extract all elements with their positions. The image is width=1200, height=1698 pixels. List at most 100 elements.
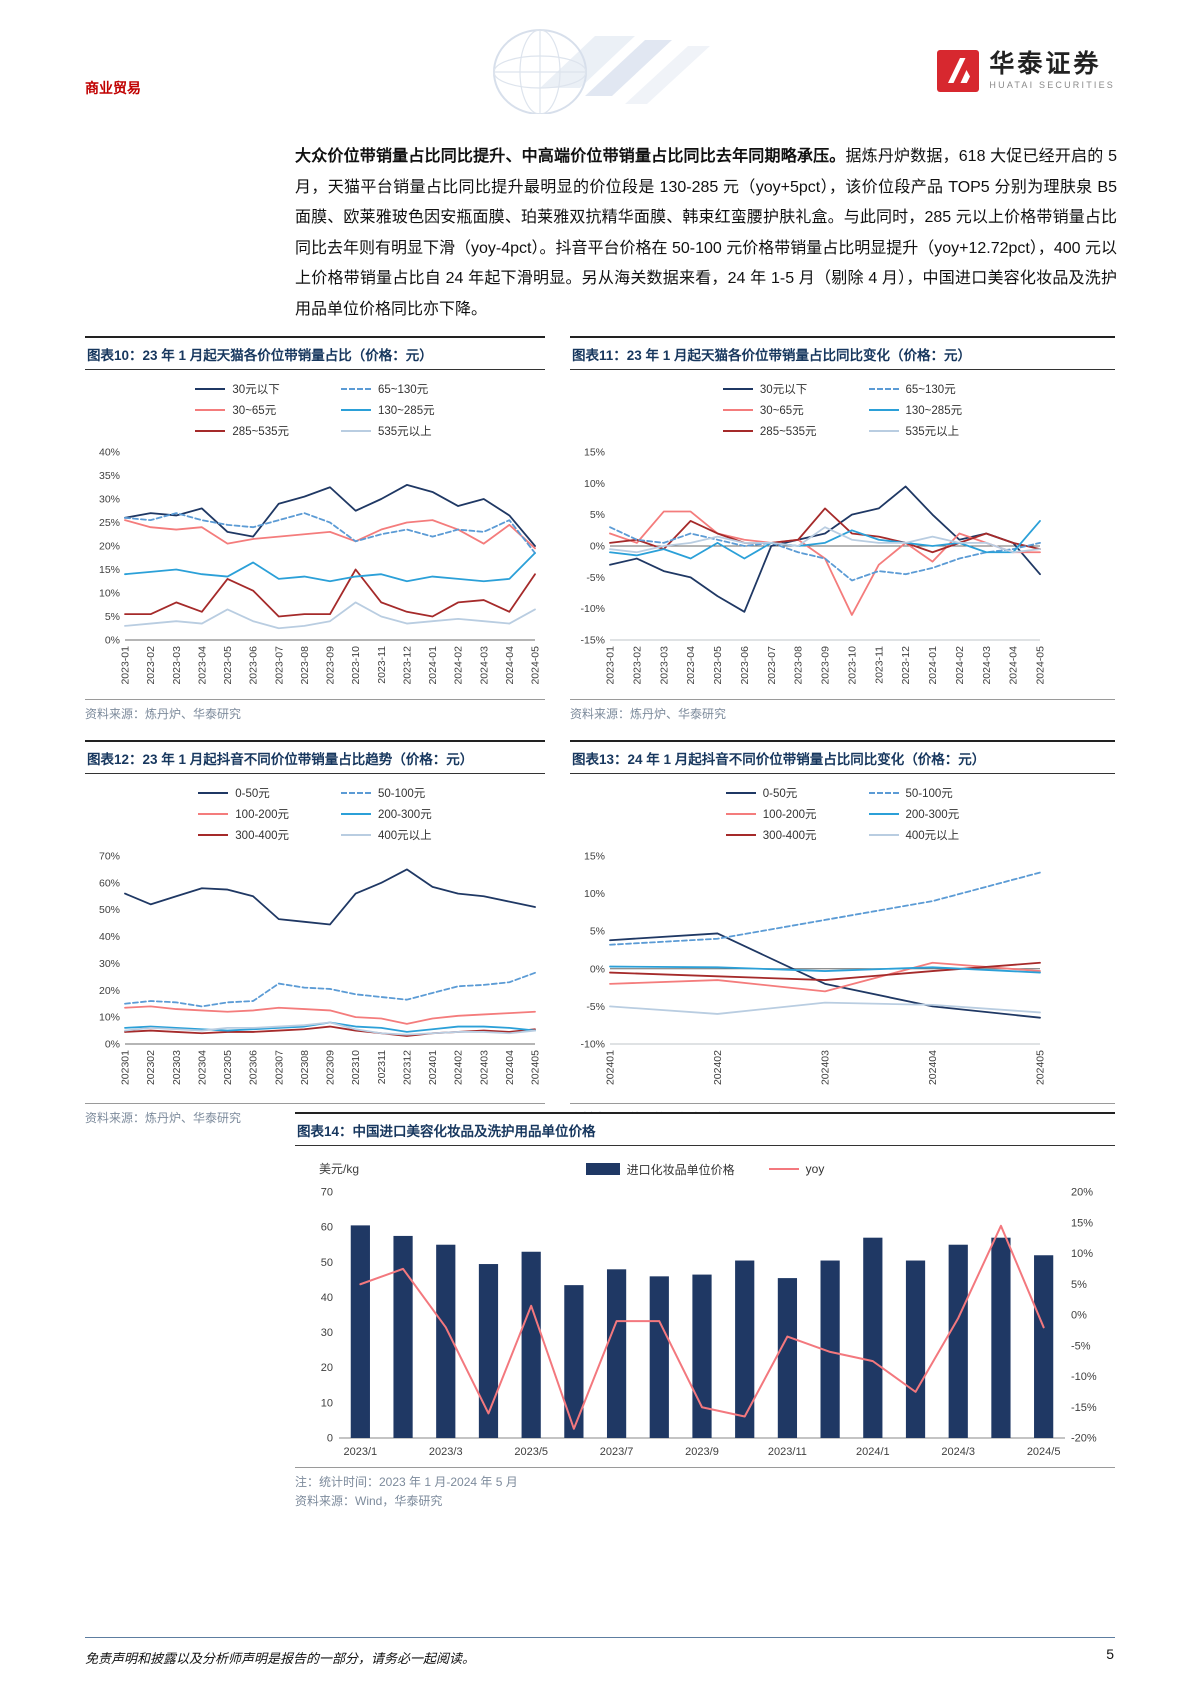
legend-item: 200-300元	[868, 806, 960, 822]
svg-text:2023/11: 2023/11	[768, 1446, 807, 1458]
svg-text:50%: 50%	[99, 904, 120, 916]
legend-label: 535元以上	[905, 425, 960, 438]
legend-item: 65~130元	[868, 381, 963, 397]
chart-title: 图表10：23 年 1 月起天猫各价位带销量占比（价格：元）	[85, 336, 545, 370]
chart-title: 图表14：中国进口美容化妆品及洗护用品单位价格	[295, 1112, 1115, 1146]
svg-text:5%: 5%	[590, 509, 605, 521]
legend-item: 进口化妆品单位价格	[585, 1161, 735, 1178]
svg-text:202309: 202309	[325, 1050, 337, 1085]
svg-text:2023-01: 2023-01	[605, 646, 617, 685]
legend-item: yoy	[768, 1162, 824, 1176]
legend-item: 30~65元	[195, 402, 289, 418]
svg-text:202402: 202402	[712, 1050, 724, 1085]
svg-text:202405: 202405	[1035, 1050, 1047, 1085]
svg-text:202311: 202311	[376, 1050, 388, 1084]
chart-legend: 0-50元 100-200元 300-400元 50-100元 200-300元 400元…	[570, 774, 1115, 848]
svg-text:40%: 40%	[99, 931, 120, 943]
svg-text:2023-08: 2023-08	[299, 646, 311, 685]
legend-label: 300-400元	[235, 829, 289, 842]
legend-label: 400元以上	[905, 829, 960, 842]
chart-11-block: 图表11：23 年 1 月起天猫各价位带销量占比同比变化（价格：元） 30元以下…	[570, 336, 1115, 724]
legend-label: 0-50元	[235, 787, 270, 800]
svg-text:202304: 202304	[196, 1050, 208, 1085]
svg-text:70%: 70%	[99, 851, 120, 863]
legend-label: 50-100元	[905, 787, 953, 800]
svg-text:2023-07: 2023-07	[273, 646, 285, 685]
svg-text:2023-03: 2023-03	[171, 646, 183, 685]
svg-text:2023/9: 2023/9	[685, 1446, 719, 1458]
legend-item: 100-200元	[198, 806, 289, 822]
svg-text:0%: 0%	[1071, 1310, 1087, 1322]
line-chart: 0% 10% 20% 30% 40% 50% 60% 70% 202301 202302 20230…	[99, 851, 542, 1086]
svg-text:2024/3: 2024/3	[941, 1446, 975, 1458]
svg-text:30: 30	[321, 1327, 333, 1339]
legend-item: 130~285元	[341, 402, 435, 418]
legend-item: 400元以上	[341, 827, 432, 843]
chart-foot: 注：统计时间：2023 年 1 月-2024 年 5 月 资料来源：Wind，华…	[295, 1467, 1115, 1511]
legend-swatch	[198, 791, 229, 794]
svg-text:0%: 0%	[105, 1039, 120, 1051]
page-number: 5	[1106, 1646, 1114, 1662]
svg-text:202307: 202307	[273, 1050, 285, 1085]
chart-header-row: 美元/kg 进口化妆品单位价格 yoy	[295, 1156, 1115, 1182]
report-category: 商业贸易	[85, 80, 141, 96]
svg-text:2023-11: 2023-11	[873, 646, 885, 684]
legend-item: 400元以上	[868, 827, 960, 843]
chart-legend: 0-50元 100-200元 300-400元 50-100元 200-300元 400元…	[85, 774, 545, 848]
legend-label: 535元以上	[378, 425, 432, 438]
legend-label: 300-400元	[762, 829, 817, 842]
svg-text:2023-02: 2023-02	[631, 646, 643, 685]
huatai-logo-icon	[937, 50, 980, 92]
svg-text:2023/5: 2023/5	[514, 1446, 548, 1458]
chart-source: 资料来源：Wind，华泰研究	[295, 1494, 443, 1508]
legend-item: 300-400元	[198, 827, 289, 843]
legend-swatch	[725, 791, 756, 794]
legend-swatch	[868, 812, 899, 815]
svg-text:2024-01: 2024-01	[427, 646, 439, 685]
svg-text:5%: 5%	[105, 611, 120, 623]
svg-text:2023-12: 2023-12	[401, 646, 413, 685]
legend-swatch	[722, 408, 753, 411]
svg-text:15%: 15%	[584, 851, 605, 863]
svg-text:2023-07: 2023-07	[766, 646, 778, 685]
legend-label: 100-200元	[762, 808, 817, 821]
legend-swatch	[868, 408, 899, 411]
svg-text:2023-10: 2023-10	[846, 646, 858, 685]
svg-text:60: 60	[321, 1222, 333, 1234]
legend-item: 535元以上	[341, 423, 435, 439]
legend-swatch	[341, 387, 371, 390]
legend-label: 400元以上	[378, 829, 432, 842]
svg-text:-10%: -10%	[1071, 1371, 1097, 1383]
svg-text:-15%: -15%	[1071, 1402, 1097, 1414]
svg-text:2023/7: 2023/7	[600, 1446, 634, 1458]
svg-text:2024-01: 2024-01	[927, 646, 939, 685]
svg-text:10%: 10%	[99, 1012, 120, 1024]
chart-foot: 资料来源：炼丹炉、华泰研究	[570, 699, 1115, 724]
chart-legend: 30元以下 30~65元 285~535元 65~130元 130~285元 535元以上	[85, 370, 545, 444]
svg-text:202403: 202403	[478, 1050, 490, 1085]
svg-text:2024/1: 2024/1	[856, 1446, 890, 1458]
svg-text:2023-11: 2023-11	[376, 646, 388, 684]
legend-swatch	[341, 791, 371, 794]
chart-foot: 资料来源：炼丹炉、华泰研究	[85, 1103, 545, 1128]
legend-label: 30~65元	[232, 404, 277, 417]
legend-label: 200-300元	[378, 808, 432, 821]
legend-label: 200-300元	[905, 808, 960, 821]
svg-text:10: 10	[321, 1397, 333, 1409]
legend-swatch	[722, 387, 753, 390]
svg-text:0: 0	[327, 1433, 333, 1445]
svg-text:202404: 202404	[927, 1050, 939, 1085]
svg-text:202405: 202405	[530, 1050, 542, 1085]
legend-swatch	[725, 812, 756, 815]
legend-label: 30元以下	[232, 383, 280, 396]
svg-text:2023/1: 2023/1	[344, 1446, 378, 1458]
legend-item: 285~535元	[195, 423, 289, 439]
svg-text:-15%: -15%	[580, 635, 605, 647]
legend-item: 30元以下	[722, 381, 817, 397]
legend-item: 50-100元	[868, 785, 960, 801]
chart-title: 图表11：23 年 1 月起天猫各价位带销量占比同比变化（价格：元）	[570, 336, 1115, 370]
legend-item: 65~130元	[341, 381, 435, 397]
svg-text:2023-05: 2023-05	[222, 646, 234, 685]
body-paragraph: 大众价位带销量占比同比提升、中高端价位带销量占比同比去年同期略承压。据炼丹炉数据…	[295, 142, 1117, 325]
